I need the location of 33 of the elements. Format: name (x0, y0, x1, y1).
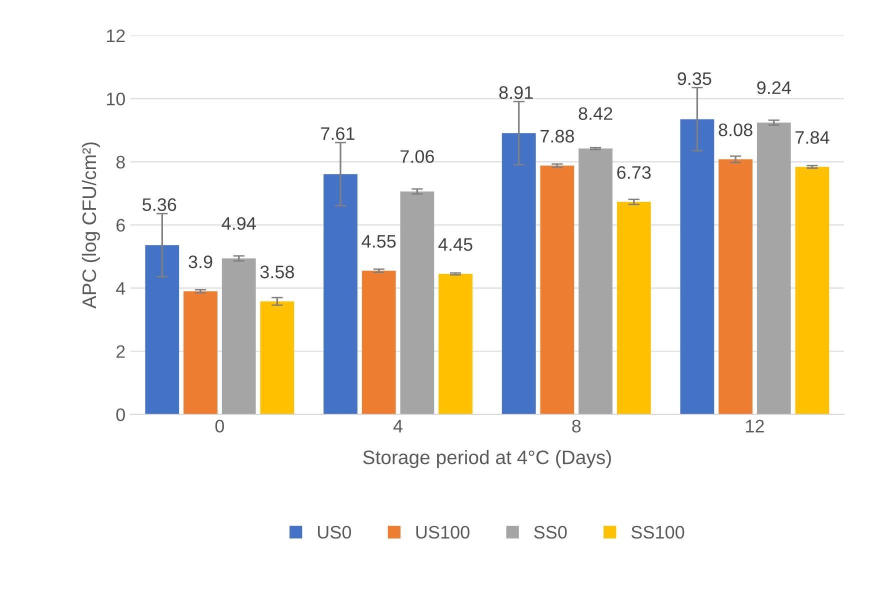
y-tick-label: 0 (116, 408, 125, 422)
data-label: 7.61 (321, 127, 354, 140)
y-tick-label: 4 (116, 282, 126, 295)
data-label: 4.94 (222, 217, 256, 230)
y-tick-label: 8 (116, 156, 125, 169)
data-label: 4.45 (438, 238, 472, 251)
x-tick-label: 12 (746, 420, 764, 432)
data-label: 7.88 (540, 130, 574, 143)
legend-label: US0 (318, 526, 352, 539)
data-label: 9.24 (757, 81, 791, 94)
legend-label: SS100 (631, 526, 684, 539)
x-tick-label: 4 (393, 420, 403, 432)
y-tick-label: 6 (116, 218, 125, 232)
data-label: 7.84 (796, 131, 830, 144)
data-label: 6.73 (617, 166, 651, 179)
data-label: 3.9 (188, 255, 212, 268)
data-label: 8.91 (499, 86, 533, 99)
data-label: 3.58 (260, 266, 294, 278)
data-label: 5.36 (142, 198, 176, 212)
x-axis-title: Storage period at 4°C (Days) (363, 450, 611, 468)
data-label: 8.42 (578, 107, 612, 120)
data-label: 4.55 (362, 235, 396, 248)
y-tick-label: 10 (106, 92, 125, 106)
y-tick-label: 12 (106, 29, 125, 42)
x-tick-label: 8 (572, 420, 581, 433)
data-label: 8.08 (718, 123, 752, 136)
y-axis-title: APC (log CFU/cm²) (82, 142, 100, 309)
legend-label: SS0 (534, 526, 567, 539)
y-tick-label: 2 (116, 345, 125, 358)
x-tick-label: 0 (215, 420, 224, 433)
data-label: 9.35 (678, 72, 712, 86)
data-label: 7.06 (400, 150, 434, 163)
legend-label: US100 (416, 526, 470, 539)
